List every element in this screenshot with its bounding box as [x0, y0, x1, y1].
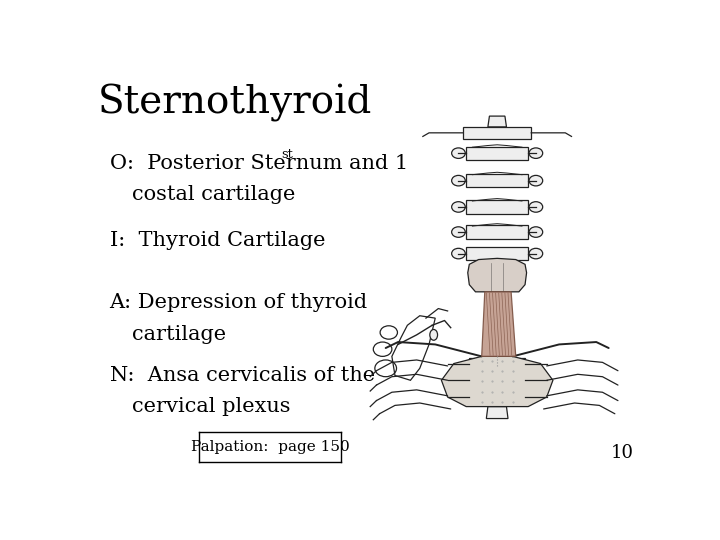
Text: cartilage: cartilage [132, 325, 226, 343]
Text: A: Depression of thyroid: A: Depression of thyroid [109, 294, 368, 313]
Text: O:  Posterior Sternum and 1: O: Posterior Sternum and 1 [109, 154, 408, 173]
Text: N:  Ansa cervicalis of the: N: Ansa cervicalis of the [109, 366, 374, 385]
Text: I:  Thyroid Cartilage: I: Thyroid Cartilage [109, 231, 325, 250]
Text: Sternothyroid: Sternothyroid [98, 84, 372, 122]
Text: 10: 10 [611, 444, 634, 462]
Text: st: st [281, 148, 293, 161]
Text: costal cartilage: costal cartilage [132, 185, 295, 204]
Text: cervical plexus: cervical plexus [132, 397, 290, 416]
